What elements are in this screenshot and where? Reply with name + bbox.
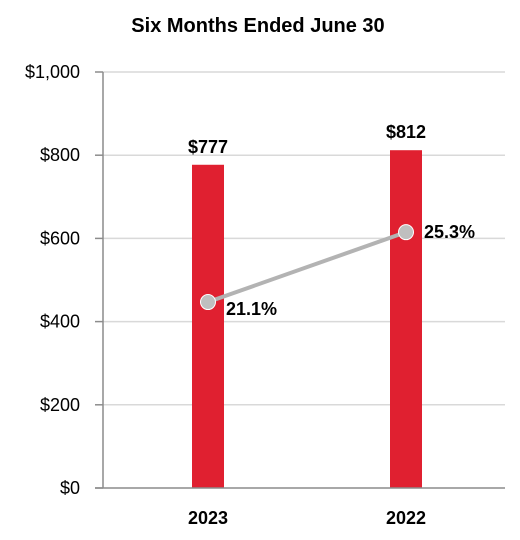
chart-title: Six Months Ended June 30 (131, 15, 384, 37)
bar-data-label: $812 (386, 122, 426, 142)
y-tick-label: $1,000 (25, 62, 80, 82)
bar-data-label: $777 (188, 137, 228, 157)
y-tick-label: $0 (60, 478, 80, 498)
x-axis-tick-labels: 2023 2022 (188, 508, 426, 528)
y-tick-label: $800 (40, 145, 80, 165)
percentage-line (207, 230, 407, 304)
y-tick-label: $600 (40, 228, 80, 248)
percentage-line-series: 21.1% 25.3% (200, 222, 475, 319)
line-point (200, 294, 216, 311)
y-tick-label: $200 (40, 395, 80, 415)
line-data-label: 21.1% (226, 299, 277, 319)
y-axis-tick-labels: $0 $200 $400 $600 $800 $1,000 (25, 62, 80, 498)
x-tick-label: 2022 (386, 508, 426, 528)
x-tick-label: 2023 (188, 508, 228, 528)
bar (390, 150, 422, 488)
bar (192, 164, 224, 488)
line-data-label: 25.3% (424, 222, 475, 242)
bars: $777 $812 (188, 122, 426, 488)
gridlines (95, 71, 505, 489)
line-point (398, 224, 414, 241)
y-tick-label: $400 (40, 312, 80, 332)
